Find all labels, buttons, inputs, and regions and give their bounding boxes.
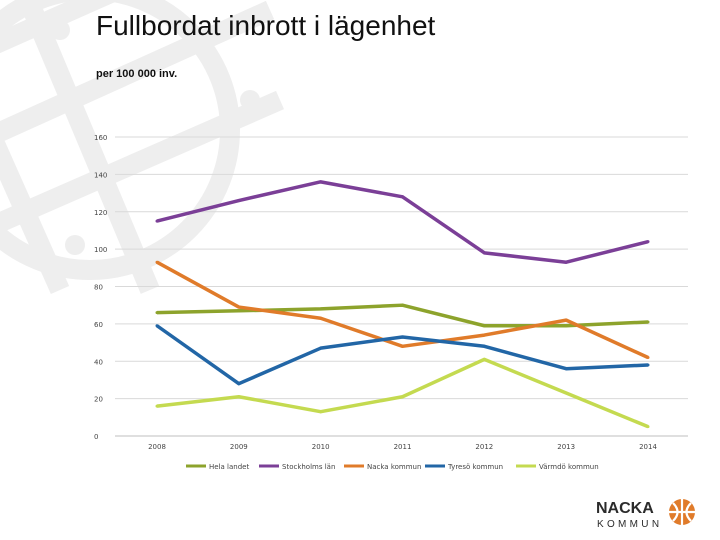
series-0 [155, 303, 650, 328]
data-point [319, 180, 323, 184]
x-tick-label: 2012 [475, 443, 493, 451]
legend-label: Stockholms län [282, 463, 335, 471]
data-point [155, 311, 159, 315]
data-point [401, 195, 404, 199]
legend-label: Nacka kommun [367, 463, 421, 471]
y-tick-label: 80 [94, 284, 103, 292]
series-line [156, 180, 649, 264]
y-tick-label: 40 [94, 358, 103, 366]
y-tick-label: 140 [94, 171, 107, 179]
x-tick-label: 2014 [639, 443, 657, 451]
legend: Hela landet Stockholms län Nacka kommun Tyr… [186, 463, 599, 471]
logo-line1: NACKA [596, 500, 654, 517]
legend-label: Tyresö kommun [447, 463, 503, 471]
legend-item: Hela landet [186, 463, 249, 471]
data-point [319, 316, 323, 320]
data-point [319, 346, 323, 350]
data-point [564, 324, 568, 328]
data-point [155, 219, 159, 223]
data-point [237, 395, 241, 399]
legend-label: Värmdö kommun [539, 463, 599, 471]
y-tick-label: 0 [94, 433, 98, 441]
x-tick-label: 2011 [394, 443, 412, 451]
x-tick-label: 2008 [148, 443, 166, 451]
x-tick-label: 2013 [557, 443, 575, 451]
data-point [646, 240, 650, 244]
data-point [482, 251, 486, 255]
x-tick-label: 2010 [312, 443, 330, 451]
x-tick-label: 2009 [230, 443, 248, 451]
series-lines [155, 180, 650, 429]
data-point [319, 307, 323, 311]
y-tick-label: 100 [94, 246, 107, 254]
series-3 [155, 324, 650, 386]
data-point [401, 344, 404, 348]
data-point [319, 410, 323, 414]
series-4 [155, 357, 650, 429]
series-2 [155, 260, 650, 360]
legend-item: Värmdö kommun [516, 463, 599, 471]
y-tick-label: 120 [94, 209, 107, 217]
data-point [155, 404, 159, 408]
grid-lines [115, 136, 688, 437]
data-point [482, 333, 486, 337]
data-point [646, 356, 650, 360]
y-tick-label: 160 [94, 134, 107, 142]
data-point [155, 324, 159, 328]
data-point [155, 260, 159, 264]
legend-item: Tyresö kommun [425, 463, 503, 471]
y-tick-label: 60 [94, 321, 103, 329]
chart-subtitle: per 100 000 inv. [96, 68, 178, 80]
globe-icon [669, 499, 695, 525]
nacka-kommun-logo: NACKA KOMMUN [596, 499, 695, 530]
data-point [237, 309, 241, 313]
series-line [155, 324, 649, 386]
series-1 [155, 180, 650, 264]
data-point [401, 395, 404, 399]
data-point [564, 367, 568, 371]
data-point [646, 425, 650, 429]
data-point [237, 199, 241, 203]
x-axis-ticks: 2008 2009 2010 2011 2012 2013 2014 [148, 443, 657, 451]
y-axis-ticks: 0 20 40 60 80 100 120 140 160 [94, 134, 107, 441]
legend-item: Stockholms län [259, 463, 335, 471]
legend-item: Nacka kommun [344, 463, 421, 471]
data-point [482, 324, 486, 328]
logo-line2: KOMMUN [597, 519, 662, 530]
data-point [401, 335, 404, 339]
data-point [564, 318, 568, 322]
y-tick-label: 20 [94, 396, 103, 404]
legend-label: Hela landet [209, 463, 249, 471]
data-point [401, 303, 404, 307]
data-point [237, 305, 241, 309]
data-point [646, 363, 650, 367]
data-point [564, 391, 568, 395]
data-point [564, 260, 568, 264]
chart-title: Fullbordat inbrott i lägenhet [96, 10, 436, 41]
background-watermark [0, 0, 285, 295]
data-point [237, 382, 241, 386]
data-point [482, 344, 486, 348]
data-point [482, 357, 486, 361]
data-point [646, 320, 650, 324]
